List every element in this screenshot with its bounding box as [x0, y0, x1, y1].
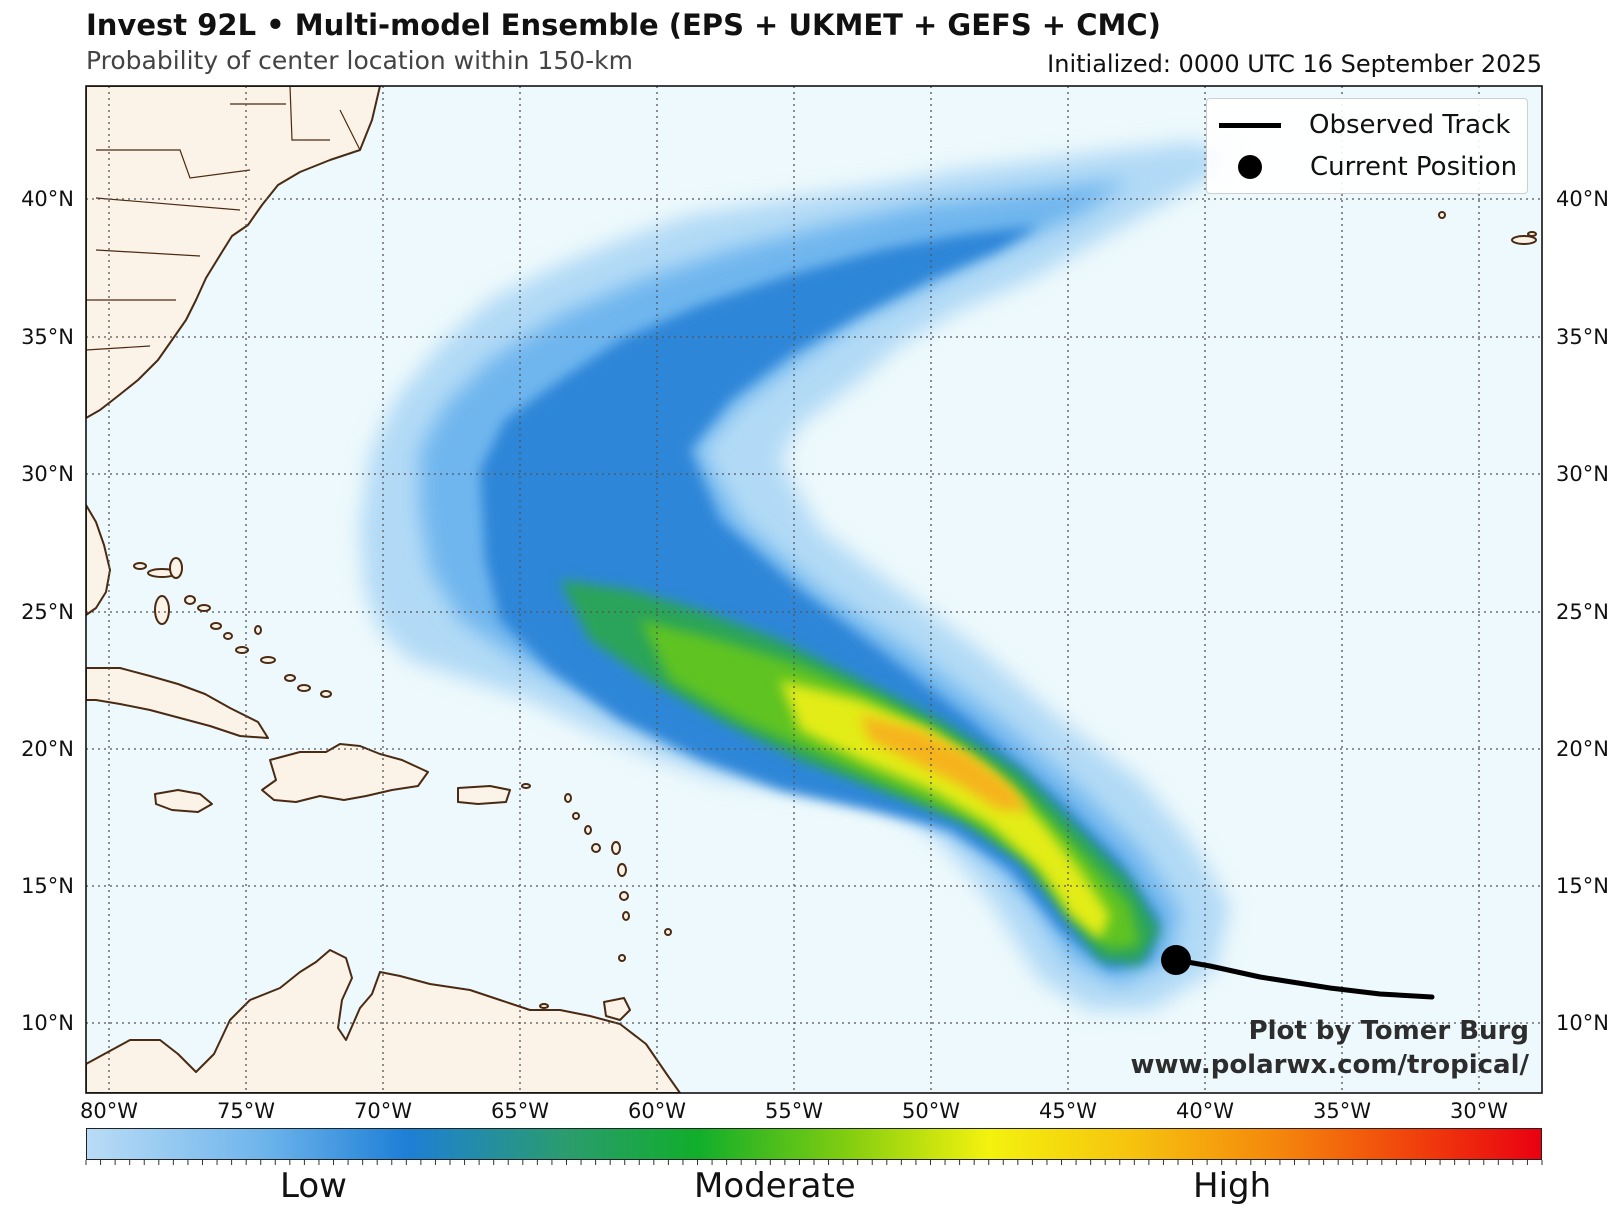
observed-track-line: [1173, 957, 1435, 1000]
current-position-swatch: [1238, 155, 1262, 179]
lat-label-25n: 25°N: [21, 600, 74, 624]
lon-label-40w: 40°W: [1176, 1099, 1234, 1123]
initialized-time: Initialized: 0000 UTC 16 September 2025: [1047, 50, 1542, 78]
graticule: [86, 86, 1542, 1093]
map-legend: Observed Track Current Position: [1206, 98, 1528, 194]
observed-track-swatch: [1219, 122, 1281, 128]
lon-label-45w: 45°W: [1039, 1099, 1097, 1123]
lon-label-80w: 80°W: [80, 1099, 138, 1123]
credit-author: Plot by Tomer Burg: [1248, 1016, 1529, 1046]
colorbar-label-moderate: Moderate: [694, 1166, 856, 1206]
lat-label-30n-right: 30°N: [1556, 462, 1609, 486]
lon-label-30w: 30°W: [1450, 1099, 1508, 1123]
jamaica-island: [154, 789, 213, 813]
map-frame: [85, 85, 1543, 1094]
lon-label-50w: 50°W: [902, 1099, 960, 1123]
legend-item-observed-track: Observed Track: [1207, 105, 1510, 145]
legend-item-current-position: Current Position: [1207, 147, 1517, 187]
lon-label-75w: 75°W: [217, 1099, 275, 1123]
chart-title: Invest 92L • Multi-model Ensemble (EPS +…: [86, 8, 1161, 42]
lat-label-40n: 40°N: [21, 187, 74, 211]
puerto-rico-island: [457, 785, 511, 805]
south-america-landmass: [86, 949, 681, 1093]
land-masses: [86, 86, 681, 1093]
north-america-landmass: [86, 86, 381, 419]
lon-label-35w: 35°W: [1313, 1099, 1371, 1123]
lat-label-40n-right: 40°N: [1556, 187, 1609, 211]
lon-label-65w: 65°W: [491, 1099, 549, 1123]
legend-label-observed-track: Observed Track: [1309, 110, 1511, 140]
lat-label-25n-right: 25°N: [1556, 600, 1609, 624]
lat-label-10n: 10°N: [21, 1011, 74, 1035]
lat-label-35n: 35°N: [21, 325, 74, 349]
credit-url[interactable]: www.polarwx.com/tropical/: [1130, 1050, 1529, 1080]
lon-labels: 80°W 75°W 70°W 65°W 60°W 55°W 50°W 45°W …: [80, 1099, 1508, 1123]
lat-label-15n: 15°N: [21, 874, 74, 898]
hispaniola-island: [261, 743, 429, 803]
probability-field: [360, 142, 1230, 1010]
lat-label-10n-right: 10°N: [1556, 1011, 1609, 1035]
lon-label-55w: 55°W: [765, 1099, 823, 1123]
colorbar-label-high: High: [1193, 1166, 1272, 1206]
political-borders: [86, 86, 361, 351]
florida-landmass: [86, 504, 111, 616]
lon-label-60w: 60°W: [628, 1099, 686, 1123]
lat-label-20n-right: 20°N: [1556, 737, 1609, 761]
small-islands: [133, 211, 1537, 1009]
lat-label-15n-right: 15°N: [1556, 874, 1609, 898]
legend-label-current-position: Current Position: [1310, 152, 1518, 182]
cuba-island: [86, 667, 269, 739]
lat-label-20n: 20°N: [21, 737, 74, 761]
lat-label-30n: 30°N: [21, 462, 74, 486]
colorbar-ticks: [85, 1160, 1543, 1165]
lat-labels-left: 10°N 15°N 20°N 25°N 30°N 35°N 40°N: [21, 187, 74, 1035]
trinidad-island: [603, 997, 631, 1021]
current-position-marker[interactable]: [1161, 945, 1191, 975]
chart-subtitle: Probability of center location within 15…: [86, 46, 634, 75]
lat-label-35n-right: 35°N: [1556, 325, 1609, 349]
lon-label-70w: 70°W: [354, 1099, 412, 1123]
lat-labels-right: 10°N 15°N 20°N 25°N 30°N 35°N 40°N: [1556, 187, 1609, 1035]
colorbar-label-low: Low: [280, 1166, 347, 1206]
probability-colorbar: [86, 1128, 1542, 1160]
